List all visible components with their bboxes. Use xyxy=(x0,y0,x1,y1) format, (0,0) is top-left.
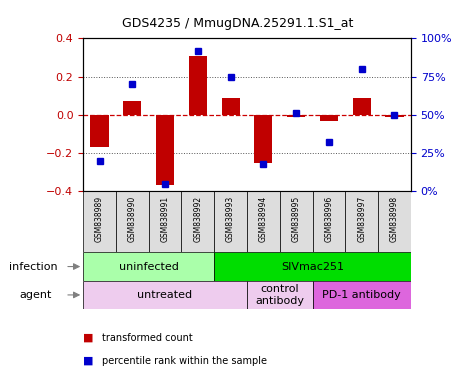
Bar xyxy=(149,191,181,252)
Text: GSM838998: GSM838998 xyxy=(390,196,399,242)
Text: GSM838997: GSM838997 xyxy=(357,196,366,242)
Text: PD-1 antibody: PD-1 antibody xyxy=(323,290,401,300)
Text: ■: ■ xyxy=(83,356,94,366)
Bar xyxy=(116,191,149,252)
Bar xyxy=(83,252,214,281)
Text: GSM838993: GSM838993 xyxy=(226,196,235,242)
Bar xyxy=(124,101,141,115)
Bar xyxy=(83,281,247,309)
Bar xyxy=(378,191,411,252)
Bar xyxy=(214,191,247,252)
Text: untreated: untreated xyxy=(137,290,193,300)
Text: GSM838996: GSM838996 xyxy=(324,196,333,242)
Bar xyxy=(313,281,411,309)
Bar xyxy=(353,98,370,115)
Bar xyxy=(247,191,280,252)
Text: GDS4235 / MmugDNA.25291.1.S1_at: GDS4235 / MmugDNA.25291.1.S1_at xyxy=(122,17,353,30)
Text: GSM838994: GSM838994 xyxy=(259,196,268,242)
Bar xyxy=(189,56,207,115)
Text: transformed count: transformed count xyxy=(102,333,193,343)
Text: uninfected: uninfected xyxy=(119,262,179,271)
Text: infection: infection xyxy=(10,262,58,271)
Text: percentile rank within the sample: percentile rank within the sample xyxy=(102,356,267,366)
Text: agent: agent xyxy=(19,290,51,300)
Bar xyxy=(320,115,338,121)
Text: GSM838990: GSM838990 xyxy=(128,196,137,242)
Text: SIVmac251: SIVmac251 xyxy=(281,262,344,271)
Bar xyxy=(181,191,214,252)
Text: ■: ■ xyxy=(83,333,94,343)
Bar xyxy=(156,115,174,185)
Text: GSM838995: GSM838995 xyxy=(292,196,301,242)
Bar xyxy=(255,115,272,162)
Text: GSM838991: GSM838991 xyxy=(161,196,170,242)
Bar xyxy=(247,281,313,309)
Bar xyxy=(91,115,108,147)
Bar xyxy=(386,115,403,117)
Bar xyxy=(345,191,378,252)
Bar xyxy=(313,191,345,252)
Bar xyxy=(287,115,305,117)
Bar xyxy=(83,191,116,252)
Bar xyxy=(222,98,239,115)
Text: GSM838992: GSM838992 xyxy=(193,196,202,242)
Text: GSM838989: GSM838989 xyxy=(95,196,104,242)
Bar xyxy=(280,191,313,252)
Text: control
antibody: control antibody xyxy=(255,284,304,306)
Bar xyxy=(214,252,411,281)
